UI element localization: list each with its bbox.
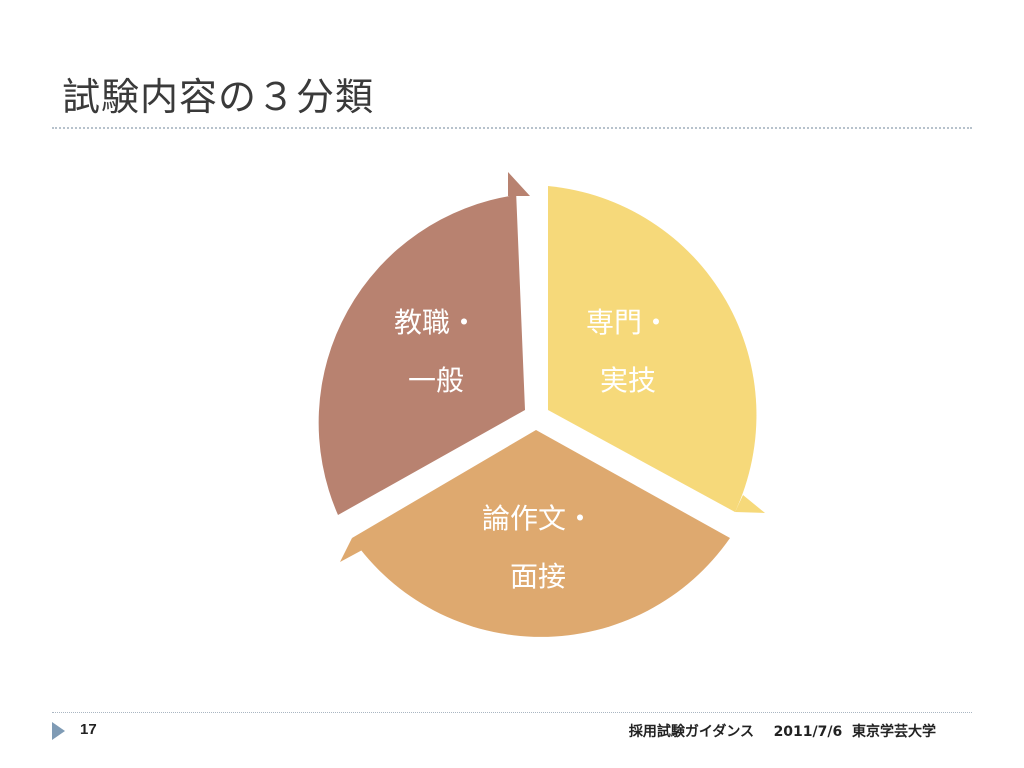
footer-date: 2011/7/6: [773, 724, 843, 740]
segment-teaching-general: 教職・ 一般: [318, 172, 530, 515]
segment-label-line1: 教職・: [394, 306, 478, 339]
segment-label-line1: 専門・: [586, 306, 670, 339]
slide-title: 試験内容の３分類: [62, 75, 375, 119]
segment-label-line2: 面接: [510, 560, 566, 593]
segment-label-line2: 実技: [600, 364, 656, 397]
footer-info: 採用試験ガイダンス 2011/7/6 東京学芸大学: [629, 721, 936, 741]
footer-center-text: 採用試験ガイダンス: [628, 724, 755, 740]
footer-divider: [52, 712, 972, 713]
segment-label-line1: 論作文・: [482, 502, 594, 535]
page-number: 17: [80, 721, 97, 738]
play-triangle-icon: [52, 722, 65, 740]
title-divider: [52, 127, 972, 129]
footer-organization: 東京学芸大学: [852, 724, 936, 740]
segment-label-line2: 一般: [408, 364, 464, 397]
segment-essay-interview: 論作文・ 面接: [340, 430, 730, 637]
segment-specialty-practical: 専門・ 実技: [548, 186, 765, 513]
